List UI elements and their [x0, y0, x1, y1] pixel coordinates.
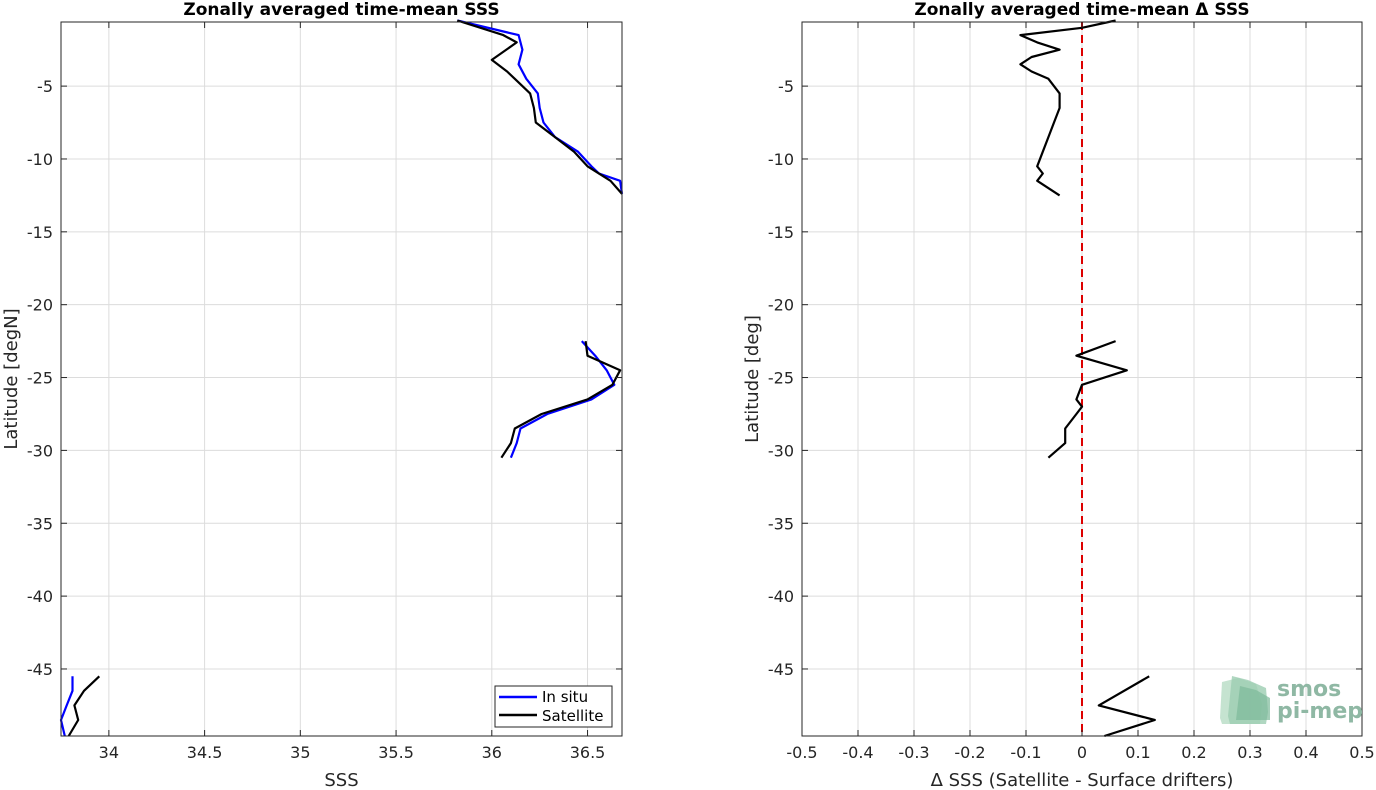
y-tick-label-2: -15 [768, 223, 794, 242]
logo-text-bottom: pi-mep [1277, 699, 1363, 724]
y-tick-label-7: -40 [27, 587, 53, 606]
y-tick-label-7: -40 [768, 587, 794, 606]
y-axis-label: Latitude [degN] [1, 308, 22, 449]
x-tick-label-5: 36.5 [570, 743, 606, 762]
y-tick-label-6: -35 [768, 514, 794, 533]
y-tick-label-1: -10 [768, 150, 794, 169]
y-tick-label-1: -10 [27, 150, 53, 169]
sss-panel: 34 34.5 35 35.5 36 36.5 -5 -10 -15 -20 -25 -30 -35 -4… [1, 0, 624, 790]
y-tick-label-3: -20 [27, 296, 53, 315]
x-tick-label-3: -0.2 [954, 743, 985, 762]
x-tick-label-1: 34.5 [187, 743, 223, 762]
logo-text-top: smos [1277, 677, 1341, 702]
x-tick-label-7: 0.2 [1181, 743, 1206, 762]
y-tick-label-0: -5 [778, 77, 794, 96]
x-tick-label-9: 0.4 [1293, 743, 1318, 762]
legend-label-in-situ: In situ [542, 688, 588, 706]
series-0-segment-2 [1097, 675, 1156, 738]
x-tick-label-3: 35.5 [378, 743, 414, 762]
chart-title: Zonally averaged time-mean SSS [183, 0, 499, 20]
x-axis-label: Δ SSS (Satellite - Surface drifters) [931, 770, 1234, 790]
y-tick-label-5: -30 [27, 441, 53, 460]
y-tick-label-3: -20 [768, 296, 794, 315]
y-tick-label-8: -45 [27, 660, 53, 679]
x-axis-label: SSS [324, 770, 358, 790]
y-tick-label-2: -15 [27, 223, 53, 242]
legend-label-satellite: Satellite [542, 707, 603, 725]
x-tick-label-6: 0.1 [1125, 743, 1150, 762]
series-0-segment-1 [1047, 340, 1128, 459]
series-1-segment-2 [67, 675, 101, 737]
y-tick-label-5: -30 [768, 441, 794, 460]
axes-frame [60, 21, 623, 737]
smos-pi-mep-logo: smos pi-mep [1220, 676, 1363, 724]
legend-box [494, 685, 613, 728]
y-axis-label: Latitude [deg] [742, 315, 763, 443]
x-tick-label-5: 0 [1077, 743, 1087, 762]
legend: In situ Satellite [494, 685, 613, 728]
y-tick-label-6: -35 [27, 514, 53, 533]
x-tick-label-10: 0.5 [1349, 743, 1374, 762]
x-tick-label-1: -0.4 [842, 743, 873, 762]
plot-area [61, 22, 622, 736]
series-1-segment-1 [500, 340, 622, 459]
y-tick-label-0: -5 [37, 77, 53, 96]
series-0-segment-2 [59, 676, 74, 737]
logo-wave-icon-3 [1236, 686, 1270, 720]
x-tick-label-2: -0.3 [898, 743, 929, 762]
x-tick-label-0: 34 [99, 743, 119, 762]
chart-title: Zonally averaged time-mean Δ SSS [914, 0, 1249, 20]
y-tick-label-4: -25 [27, 369, 53, 388]
delta-sss-panel: -0.5 -0.4 -0.3 -0.2 -0.1 0 0.1 0.2 0.3 0.4 0.5 -5 -1… [742, 0, 1375, 790]
x-tick-label-0: -0.5 [786, 743, 817, 762]
x-tick-label-4: -0.1 [1010, 743, 1041, 762]
x-tick-label-2: 35 [290, 743, 310, 762]
x-tick-label-4: 36 [482, 743, 502, 762]
y-tick-label-8: -45 [768, 660, 794, 679]
series-1-segment-0 [456, 19, 623, 195]
series-0-segment-0 [1019, 19, 1116, 197]
x-tick-label-8: 0.3 [1237, 743, 1262, 762]
y-tick-label-4: -25 [768, 369, 794, 388]
